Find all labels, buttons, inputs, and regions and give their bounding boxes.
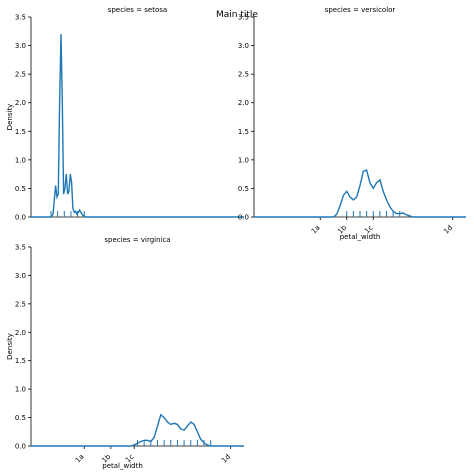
y-tick-label: 2.5 xyxy=(15,71,26,79)
x-tick-label: 1d xyxy=(442,224,454,236)
y-tick-label: 2.0 xyxy=(15,99,26,107)
y-tick-label: 0.5 xyxy=(15,414,26,422)
y-tick-label: 2.0 xyxy=(15,329,26,337)
facet-panel: species = virginica 0.0 0.5 1.0 1.5 2.0 2.5 3.0… xyxy=(6,236,244,470)
panel-title: species = virginica xyxy=(104,236,170,244)
y-tick-label: 3.0 xyxy=(238,42,249,50)
y-tick-label: 1.5 xyxy=(15,128,26,136)
x-tick-label: 1c xyxy=(363,224,375,236)
y-tick-label: 3.5 xyxy=(238,14,249,22)
y-tick-label: 1.5 xyxy=(238,128,249,136)
y-axis-label: Density xyxy=(6,333,14,360)
figure-suptitle: Main title xyxy=(216,10,258,20)
facet-panel: species = setosa 0.0 0.5 1.0 1.5 2.0 2.5 3.0 3.5… xyxy=(6,6,244,222)
y-tick-label: 0.5 xyxy=(15,185,26,193)
facet-panels: species = setosa 0.0 0.5 1.0 1.5 2.0 2.5 3.0 3.5… xyxy=(6,6,466,470)
y-tick-label: 1.0 xyxy=(238,156,249,164)
x-tick-label: 1a xyxy=(310,224,322,236)
x-tick-label: 1c xyxy=(124,453,136,465)
panel-title: species = setosa xyxy=(108,6,167,14)
x-tick-label: 1a xyxy=(74,453,86,465)
y-tick-label: 1.0 xyxy=(15,386,26,394)
y-tick-label: 0.0 xyxy=(15,214,26,222)
y-tick-label: 3.0 xyxy=(15,42,26,50)
y-tick-label: 0.0 xyxy=(238,214,249,222)
y-tick-label: 3.5 xyxy=(15,244,26,252)
y-tick-label: 3.0 xyxy=(15,272,26,280)
x-axis-label: petal_width xyxy=(102,462,143,470)
y-tick-label: 1.0 xyxy=(15,156,26,164)
y-tick-label: 1.5 xyxy=(15,357,26,365)
kde-curve xyxy=(31,34,244,218)
y-tick-label: 2.5 xyxy=(238,71,249,79)
panel-title: species = versicolor xyxy=(325,6,396,14)
y-tick-label: 0.5 xyxy=(238,185,249,193)
x-tick-label: 1d xyxy=(220,453,232,465)
y-tick-label: 3.5 xyxy=(15,14,26,22)
y-tick-label: 2.5 xyxy=(15,300,26,308)
x-axis-label: petal_width xyxy=(340,233,381,241)
y-tick-label: 2.0 xyxy=(238,99,249,107)
facet-panel: species = versicolor 0.0 0.5 1.0 1.5 2.0 2.5 3.… xyxy=(238,6,466,241)
y-tick-label: 0.0 xyxy=(15,443,26,451)
kde-curve xyxy=(254,169,466,218)
y-axis-label: Density xyxy=(6,104,14,131)
